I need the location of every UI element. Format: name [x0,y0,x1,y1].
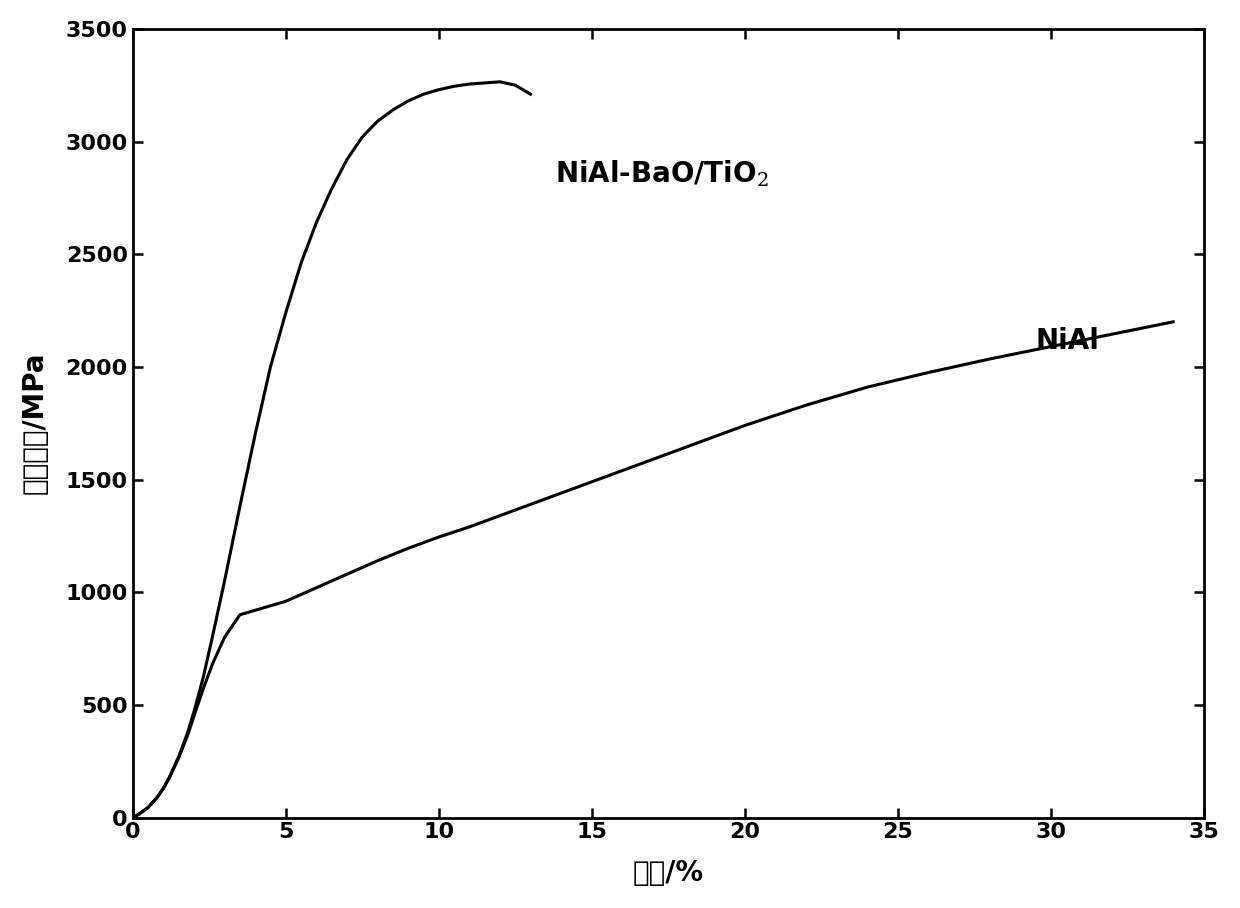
X-axis label: 应变/%: 应变/% [632,859,704,887]
Text: NiAl-BaO/TiO$_2$: NiAl-BaO/TiO$_2$ [556,158,769,189]
Y-axis label: 抗压强度/MPa: 抗压强度/MPa [21,352,48,495]
Text: NiAl: NiAl [1035,327,1100,355]
